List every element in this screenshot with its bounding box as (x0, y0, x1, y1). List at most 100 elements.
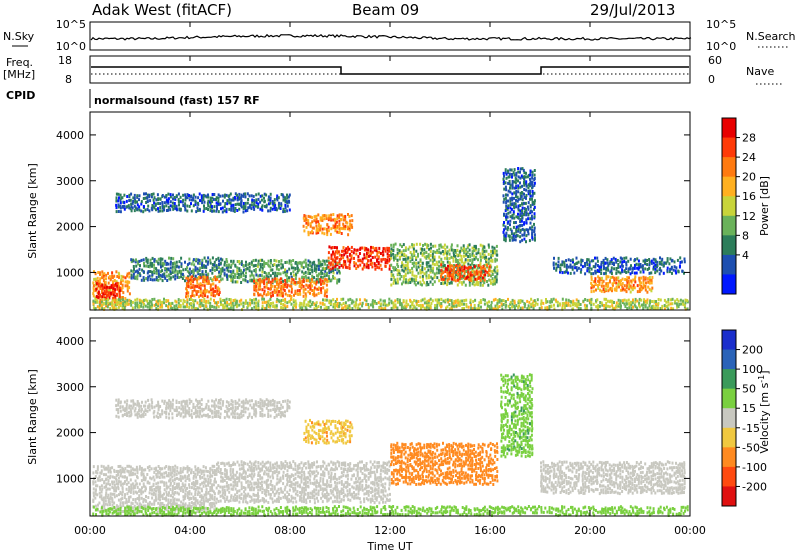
colorbar-swatch (722, 118, 736, 139)
echo-cell (180, 265, 183, 268)
echo-cell (126, 286, 129, 290)
echo-cell (327, 306, 330, 309)
echo-cell (400, 265, 403, 268)
echo-cell (431, 255, 434, 259)
echo-cell (179, 299, 182, 303)
echo-cell (427, 304, 430, 308)
echo-cell (174, 268, 177, 272)
echo-cell (505, 199, 508, 203)
echo-cell (143, 264, 146, 268)
echo-cell (261, 304, 264, 308)
echo-cell (120, 301, 122, 305)
echo-cell (123, 207, 126, 211)
echo-cell (636, 266, 639, 270)
echo-cell (502, 200, 505, 204)
echo-cell (92, 491, 95, 495)
echo-cell (191, 293, 194, 297)
echo-cell (176, 491, 179, 495)
echo-cell (115, 504, 118, 508)
echo-cell (548, 304, 551, 308)
echo-cell (511, 175, 513, 179)
echo-cell (510, 168, 513, 172)
echo-cell (574, 266, 577, 270)
echo-cell (442, 271, 445, 275)
echo-cell (230, 203, 233, 207)
echo-cell (146, 305, 149, 309)
echo-cell (157, 197, 160, 201)
echo-cell (121, 497, 124, 500)
echo-cell (131, 300, 134, 304)
echo-cell (209, 505, 212, 509)
echo-cell (107, 271, 109, 275)
echo-cell (618, 302, 620, 306)
echo-cell (478, 270, 480, 274)
echo-cell (125, 487, 128, 491)
echo-cell (532, 306, 535, 310)
echo-cell (97, 271, 100, 274)
echo-cell (230, 487, 233, 491)
echo-cell (188, 267, 191, 271)
echo-cell (290, 284, 293, 288)
echo-cell (638, 276, 641, 280)
echo-cell (413, 274, 416, 278)
echo-cell (521, 209, 523, 213)
echo-cell (384, 264, 387, 268)
echo-cell (451, 307, 453, 311)
echo-cell (167, 208, 170, 212)
echo-cell (221, 299, 224, 302)
echo-cell (288, 299, 291, 303)
echo-cell (353, 264, 356, 268)
echo-cell (222, 491, 225, 495)
echo-cell (124, 297, 127, 300)
echo-cell (204, 287, 206, 291)
echo-cell (590, 272, 593, 276)
echo-cell (225, 273, 228, 277)
echo-cell (462, 274, 465, 278)
echo-cell (159, 300, 162, 304)
echo-cell (374, 264, 377, 268)
echo-cell (111, 485, 114, 489)
echo-region (92, 297, 689, 311)
echo-cell (194, 199, 197, 203)
echo-cell (142, 504, 145, 508)
echo-cell (350, 223, 353, 227)
echo-cell (677, 305, 680, 309)
echo-cell (209, 467, 212, 471)
echo-cell (361, 260, 364, 264)
echo-cell (464, 260, 467, 264)
echo-cell (189, 277, 192, 281)
echo-cell (186, 477, 189, 480)
echo-cell (128, 275, 131, 279)
echo-cell (133, 486, 136, 490)
echo-cell (509, 202, 512, 206)
echo-cell (94, 480, 97, 484)
echo-cell (115, 196, 118, 200)
echo-cell (388, 264, 391, 268)
echo-cell (192, 268, 195, 272)
echo-cell (263, 297, 265, 301)
echo-cell (287, 195, 290, 199)
echo-cell (186, 504, 189, 508)
echo-cell (427, 276, 430, 280)
echo-cell (215, 472, 218, 476)
echo-cell (217, 470, 220, 473)
echo-cell (167, 262, 170, 266)
echo-cell (209, 475, 212, 479)
echo-cell (286, 301, 289, 305)
echo-cell (514, 221, 517, 224)
echo-cell (115, 192, 118, 196)
echo-cell (642, 281, 645, 285)
echo-cell (213, 492, 216, 496)
echo-cell (310, 265, 313, 269)
echo-cell (598, 304, 601, 308)
echo-cell (332, 224, 335, 228)
echo-cell (514, 176, 517, 180)
echo-cell (192, 480, 195, 484)
echo-cell (395, 268, 397, 272)
echo-cell (343, 218, 345, 222)
echo-cell (659, 256, 661, 260)
echo-cell (278, 281, 281, 285)
echo-cell (432, 244, 435, 248)
echo-cell (517, 167, 520, 170)
